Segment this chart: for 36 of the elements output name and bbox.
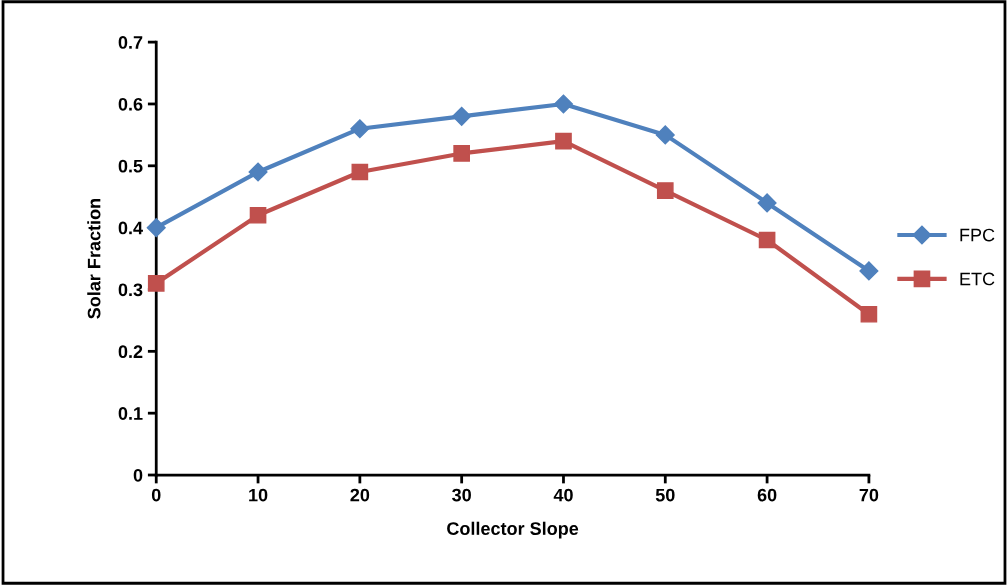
point <box>758 231 776 249</box>
x-tick-label: 20 <box>350 488 370 502</box>
y-tick-label: 0.3 <box>118 283 143 297</box>
y-tick-label: 0.6 <box>118 97 143 111</box>
point <box>452 106 472 126</box>
x-tick-label: 30 <box>452 488 471 502</box>
point <box>147 274 165 292</box>
point <box>146 218 166 238</box>
point <box>249 206 267 224</box>
point <box>656 182 674 199</box>
y-tick-label: 0.4 <box>118 221 143 235</box>
point <box>553 94 574 114</box>
y-tick-label: 0.2 <box>118 345 143 359</box>
x-tick-label: 0 <box>151 488 161 502</box>
legend-label: FPC <box>960 228 995 242</box>
y-tick-label: 0.7 <box>118 36 143 49</box>
point <box>350 119 370 139</box>
x-tick-label: 10 <box>249 488 268 502</box>
point <box>860 305 878 323</box>
point <box>757 193 777 213</box>
point <box>555 132 572 150</box>
x-axis-title: Collector Slope <box>447 521 579 539</box>
y-axis-title: Solar Fraction <box>87 198 101 319</box>
point <box>453 145 470 162</box>
legend-label: ETC <box>960 272 995 286</box>
x-tick-label: 70 <box>859 488 879 502</box>
y-tick-label: 0.1 <box>118 407 143 420</box>
x-tick-label: 50 <box>655 488 675 502</box>
y-tick-label: 0.5 <box>118 159 143 173</box>
point <box>859 261 879 281</box>
point <box>655 125 675 145</box>
point <box>351 163 369 181</box>
y-tick-label: 0 <box>133 468 143 482</box>
point <box>248 162 268 182</box>
x-tick-label: 40 <box>553 488 573 502</box>
x-tick-label: 60 <box>757 488 777 502</box>
